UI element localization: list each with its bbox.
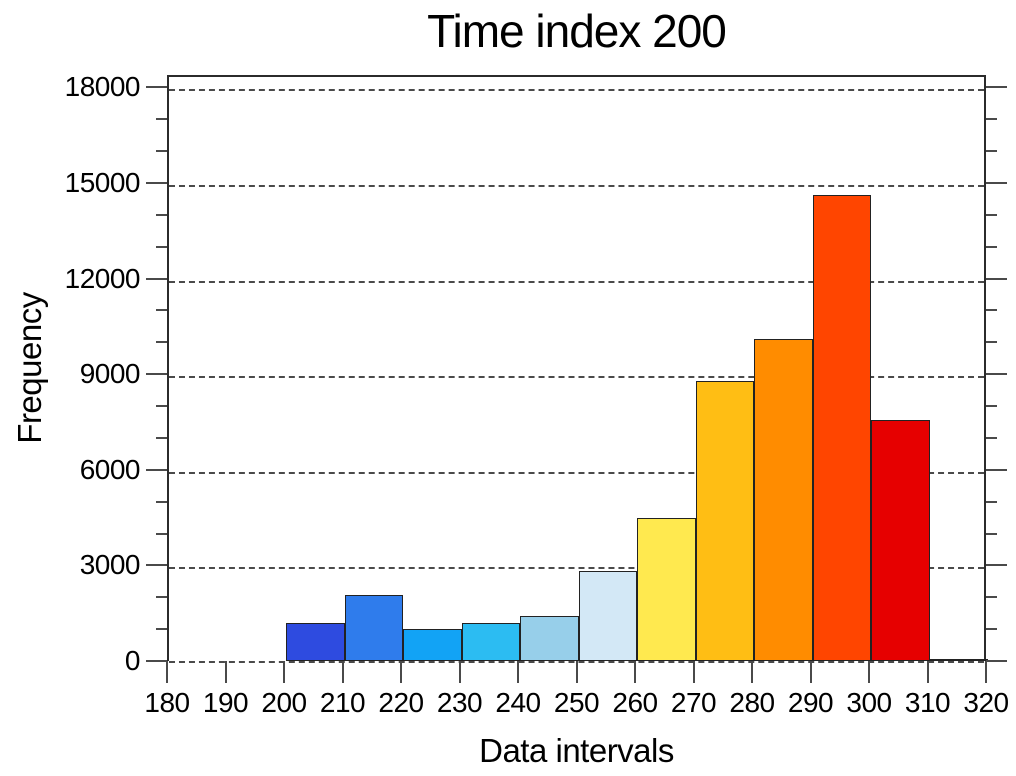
x-tick-label-280: 280 [729,687,775,718]
y-major-tick-15000 [146,182,167,185]
histogram-bar-250-260 [578,571,637,661]
gridline-y-3000 [169,567,984,570]
histogram-bar-230-240 [461,622,520,661]
x-tick-190 [224,661,227,683]
y-major-tick-right-15000 [986,182,1007,185]
x-tick-220 [400,661,402,683]
x-tick-210 [341,661,344,683]
histogram-bar-270-280 [695,380,754,661]
y-tick-label-6000: 6000 [79,453,141,485]
y-tick-label-12000: 12000 [64,262,141,294]
x-tick-300 [868,661,870,683]
x-tick-280 [751,661,753,683]
y-minor-tick-11000 [156,309,167,312]
y-major-tick-right-9000 [986,373,1007,376]
gridline-y-12000 [169,280,984,283]
y-minor-tick-10000 [156,341,167,344]
x-tick-label-310: 310 [904,687,951,718]
y-minor-tick-right-13000 [986,245,997,248]
x-tick-label-260: 260 [612,687,658,718]
y-minor-tick-right-5000 [986,500,997,503]
histogram-bar-210-220 [344,595,403,661]
x-tick-label-250: 250 [553,687,600,718]
x-tick-label-270: 270 [670,687,717,718]
gridline-y-6000 [169,471,984,474]
y-minor-tick-4000 [156,532,167,535]
y-major-tick-3000 [146,564,167,567]
x-tick-250 [575,661,578,683]
histogram-bar-280-290 [754,339,813,661]
y-minor-tick-7000 [156,436,167,439]
y-major-tick-right-0 [986,660,1007,662]
histogram-bar-240-250 [520,616,579,661]
y-major-tick-0 [146,660,167,662]
x-tick-180 [166,661,168,683]
histogram-bar-200-210 [286,623,345,661]
y-minor-tick-right-16000 [986,150,997,153]
chart-title: Time index 200 [427,5,727,57]
histogram-bar-260-270 [637,518,696,661]
y-major-tick-9000 [146,373,167,376]
x-tick-270 [692,661,695,683]
y-tick-label-0: 0 [124,645,141,676]
y-tick-label-3000: 3000 [79,549,141,581]
y-tick-label-15000: 15000 [64,167,141,199]
histogram-bar-310-320 [929,659,988,661]
x-tick-label-180: 180 [144,687,190,718]
y-minor-tick-right-8000 [986,405,997,408]
y-tick-label-9000: 9000 [79,358,141,390]
y-minor-tick-13000 [156,245,167,248]
y-tick-label-18000: 18000 [64,71,141,103]
y-minor-tick-14000 [156,213,167,216]
x-tick-label-200: 200 [261,687,307,718]
y-minor-tick-right-10000 [986,341,997,344]
y-major-tick-12000 [146,277,167,280]
y-minor-tick-right-4000 [986,532,997,535]
y-minor-tick-right-7000 [986,436,997,439]
y-minor-tick-16000 [156,150,167,153]
x-tick-200 [283,661,285,683]
x-tick-320 [985,661,987,683]
y-minor-tick-right-2000 [986,596,997,599]
x-tick-label-230: 230 [436,687,483,718]
y-minor-tick-2000 [156,596,167,599]
x-axis-label: Data intervals [479,732,674,769]
x-tick-label-210: 210 [319,687,366,718]
histogram-bar-300-310 [871,420,930,661]
x-tick-label-220: 220 [378,687,424,718]
y-minor-tick-5000 [156,500,167,503]
x-tick-240 [517,661,519,683]
y-major-tick-right-6000 [986,468,1007,471]
y-major-tick-18000 [146,86,167,89]
y-minor-tick-1000 [156,628,167,631]
y-major-tick-right-3000 [986,564,1007,567]
x-tick-310 [926,661,929,683]
histogram-bar-220-230 [403,629,462,661]
gridline-y-9000 [169,376,984,379]
x-tick-label-300: 300 [846,687,892,718]
plot-area [167,75,988,663]
x-tick-label-290: 290 [787,687,834,718]
y-minor-tick-right-17000 [986,118,997,121]
x-tick-label-320: 320 [963,687,1009,718]
x-tick-260 [634,661,636,683]
y-minor-tick-right-14000 [986,213,997,216]
y-major-tick-right-12000 [986,277,1007,280]
x-tick-290 [809,661,812,683]
gridline-y-18000 [169,89,984,92]
y-major-tick-6000 [146,468,167,471]
gridline-y-15000 [169,185,984,188]
y-major-tick-right-18000 [986,86,1007,89]
y-minor-tick-right-11000 [986,309,997,312]
x-tick-label-240: 240 [495,687,541,718]
x-tick-label-190: 190 [202,687,249,718]
y-minor-tick-8000 [156,405,167,408]
y-minor-tick-17000 [156,118,167,121]
y-minor-tick-right-1000 [986,628,997,631]
histogram-bar-290-300 [812,195,871,661]
x-tick-230 [458,661,461,683]
